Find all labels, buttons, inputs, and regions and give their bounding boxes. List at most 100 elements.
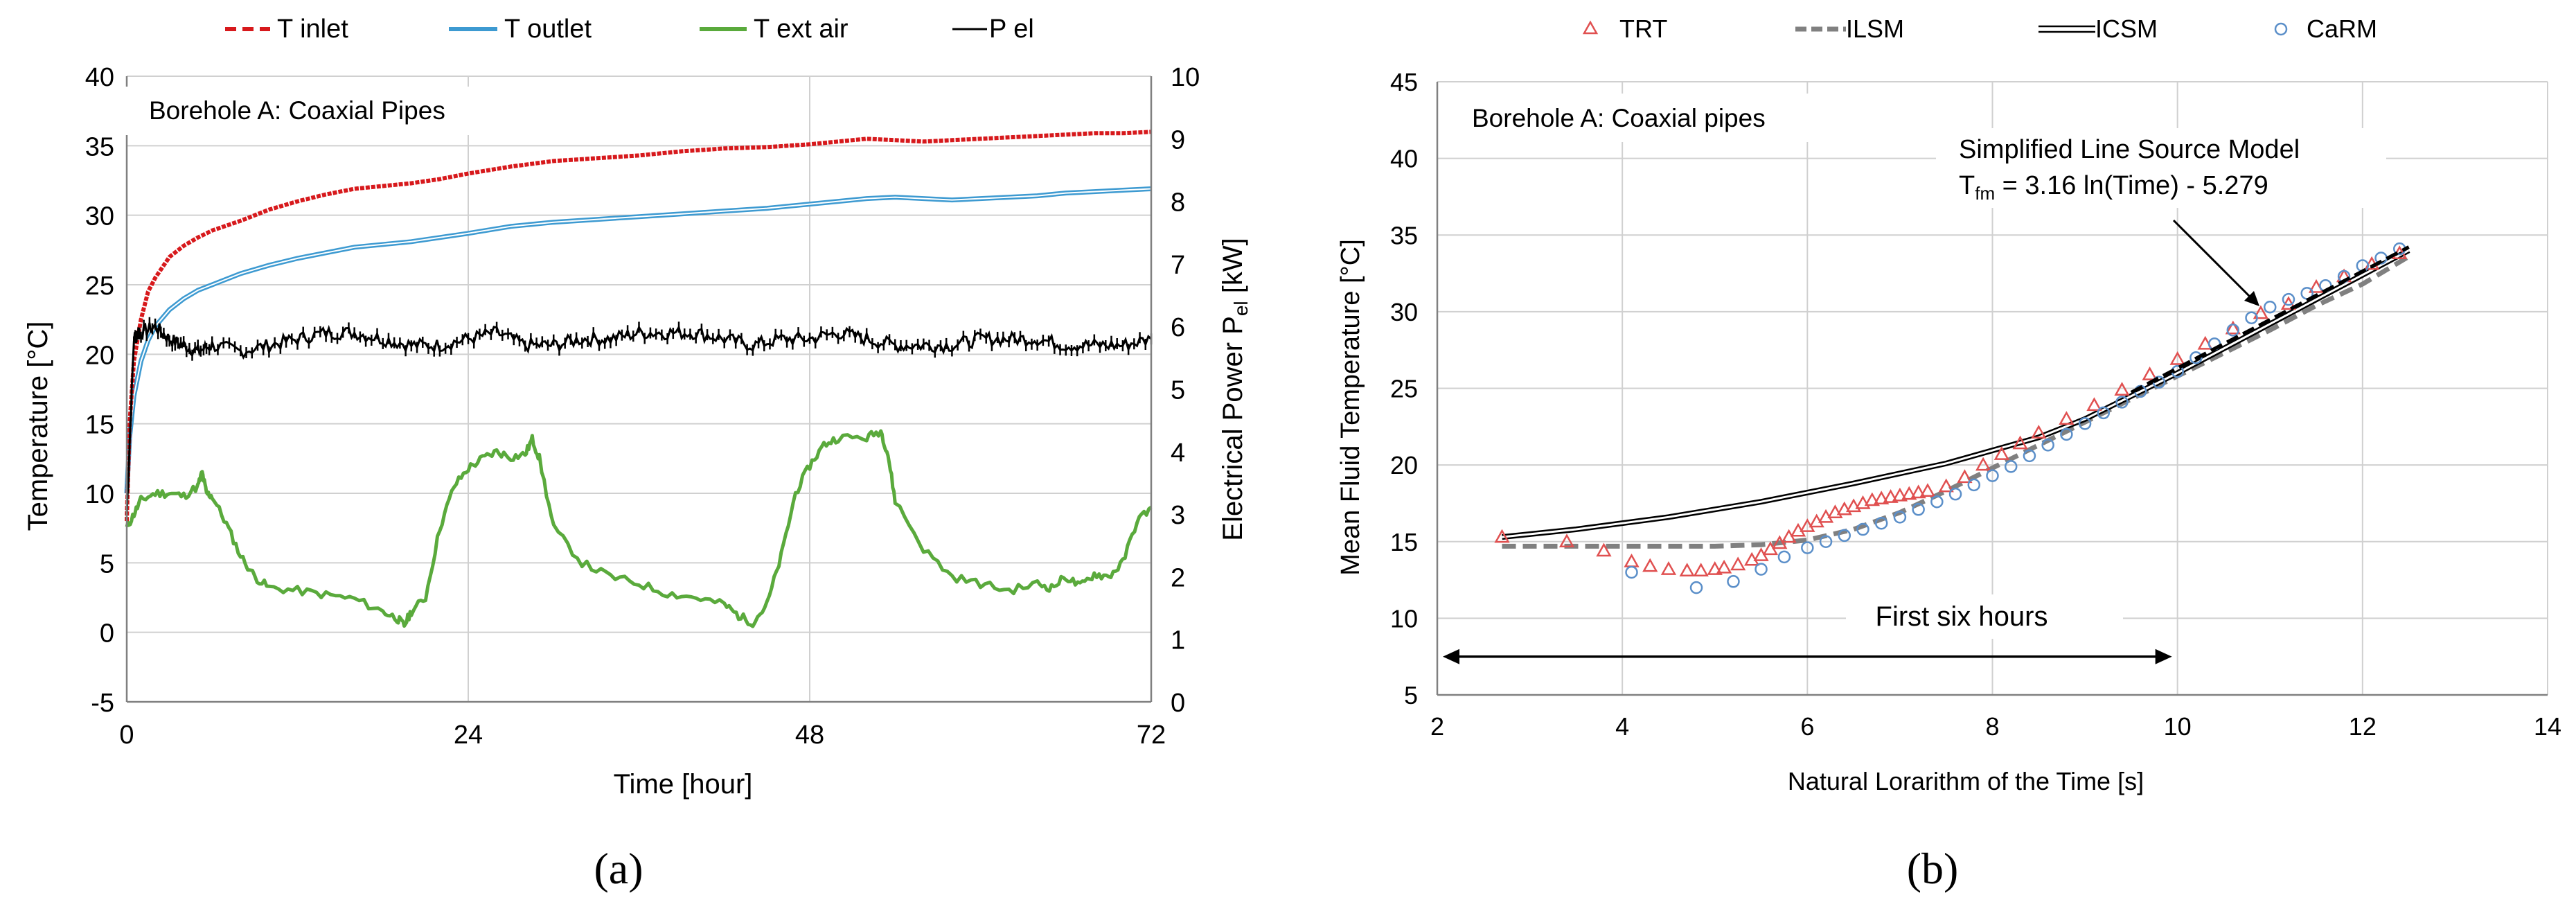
y-tick-label: 20 (1390, 451, 1418, 479)
carm-point (2078, 417, 2092, 430)
y2-tick-label: 10 (1171, 63, 1200, 92)
carm-point (2041, 439, 2054, 452)
trt-point (1730, 556, 1746, 571)
y-tick-label: 35 (1390, 221, 1418, 249)
y2-tick-label: 4 (1171, 439, 1185, 468)
series-t-ext-air (125, 429, 1153, 628)
x-axis-label-a: Time [hour] (614, 769, 753, 800)
y-axis-label-a: Temperature [°C] (23, 321, 53, 531)
legend-item-ilsm: ILSM (1795, 15, 1904, 43)
chart-title-a: Borehole A: Coaxial Pipes (149, 96, 445, 125)
x-tick-label: 72 (1137, 721, 1166, 750)
legend-item-carm: CaRM (2274, 15, 2377, 43)
x-tick-label: 0 (119, 721, 134, 750)
carm-point (2023, 449, 2036, 463)
series-icsm-core (1502, 249, 2410, 538)
x-tick-label: 2 (1430, 712, 1444, 741)
carm-point (1874, 516, 1888, 530)
annotation-model-title: Simplified Line Source Model (1959, 135, 2300, 164)
y-tick-label: 40 (85, 63, 114, 92)
trt-point (1874, 491, 1890, 505)
y2-tick-label: 0 (1171, 689, 1185, 718)
carm-point (1893, 511, 1907, 524)
legend-item-t-inlet: T inlet (225, 15, 348, 44)
y-tick-label: 25 (1390, 375, 1418, 403)
legend-item-t-outlet: T outlet (449, 15, 592, 44)
arrow-label-bg (1846, 594, 2123, 639)
eq-rest: = 3.16 ln(Time) - 5.279 (1995, 171, 2268, 200)
chart-b: TRT ILSM ICSM CaRM 5 10 15 20 25 30 35 40 45 2 4 6 8… (1336, 15, 2561, 893)
carm-point (2060, 427, 2073, 441)
legend-item-p-el: P el (952, 15, 1034, 44)
carm-point (2282, 292, 2295, 306)
ticks-b: 5 10 15 20 25 30 35 40 45 2 4 6 8 10 12 14 (1390, 68, 2561, 741)
carm-point (1930, 495, 1944, 509)
x-axis-label-b: Natural Lorarithm of the Time [s] (1788, 767, 2144, 795)
carm-point (1819, 535, 1833, 548)
trt-point (1558, 533, 1575, 547)
legend-item-icsm: ICSM (2038, 15, 2158, 43)
legend-label-carm: CaRM (2307, 15, 2377, 43)
carm-point (1912, 503, 1925, 516)
y-tick-label: 10 (1390, 604, 1418, 633)
series-icsm (1502, 247, 2410, 540)
trt-point (1883, 489, 1899, 503)
carm-point (2189, 351, 2203, 364)
y2-label-sub: el (1230, 301, 1252, 316)
panel-label-b: (b) (1907, 844, 1959, 893)
legend-a: T inlet T outlet T ext air P el (225, 15, 1034, 44)
y2-tick-label: 5 (1171, 376, 1185, 405)
eq-prefix: T (1959, 171, 1975, 200)
carm-point (2226, 324, 2240, 337)
y2-axis-label-a: Electrical Power Pel [kW] (1218, 238, 1252, 540)
y2-tick-label: 9 (1171, 125, 1185, 155)
legend-label-icsm: ICSM (2095, 15, 2158, 43)
trt-point (1938, 478, 1954, 493)
legend-label-t-inlet: T inlet (277, 15, 348, 44)
trt-point (1845, 498, 1862, 513)
trt-point (1975, 457, 1991, 471)
legend-label-t-outlet: T outlet (504, 15, 592, 44)
trt-point (1910, 484, 1926, 499)
trt-point (1919, 483, 1936, 497)
eq-sub: fm (1975, 183, 1995, 204)
y-tick-label: 40 (1390, 145, 1418, 173)
series-a (124, 130, 1153, 628)
trt-point (2059, 411, 2075, 425)
trt-point (1679, 563, 1695, 577)
axes-b (1436, 82, 2548, 696)
y-tick-label: 15 (1390, 528, 1418, 556)
carm-point (2264, 300, 2277, 314)
trt-point (1993, 446, 2009, 460)
annotation-equation: Tfm = 3.16 ln(Time) - 5.279 (1959, 171, 2268, 204)
carm-point (1801, 541, 1814, 554)
trt-point (1660, 561, 1677, 575)
y-tick-label: 25 (85, 272, 114, 301)
range-arrow-left-head (1443, 648, 1459, 664)
y-tick-label: 45 (1390, 68, 1418, 96)
y2-tick-label: 2 (1171, 563, 1185, 592)
trt-point (1957, 469, 1973, 484)
series-t-outlet-core (126, 188, 1152, 494)
trt-point (2253, 305, 2269, 319)
y2-tick-label: 6 (1171, 313, 1185, 342)
annotation-bg (1936, 128, 2386, 208)
trt-point (1855, 495, 1871, 509)
trt-point (1827, 504, 1843, 518)
carm-point (2115, 396, 2129, 409)
grid-a (126, 76, 1152, 703)
x-tick-label: 12 (2349, 712, 2377, 741)
title-bg-b (1448, 94, 1919, 142)
range-arrow-right-head (2155, 648, 2172, 664)
series-b (1494, 242, 2410, 594)
series-t-inlet (125, 130, 1152, 522)
y-tick-label: 30 (85, 202, 114, 231)
y-tick-label: 35 (85, 132, 114, 161)
carm-point (1727, 575, 1740, 588)
trt-point (1494, 529, 1510, 543)
x-tick-label: 4 (1615, 712, 1629, 741)
carm-point (2245, 311, 2258, 324)
trt-point (2169, 351, 2185, 365)
series-slsm (2130, 245, 2410, 394)
y-tick-label: 30 (1390, 298, 1418, 326)
